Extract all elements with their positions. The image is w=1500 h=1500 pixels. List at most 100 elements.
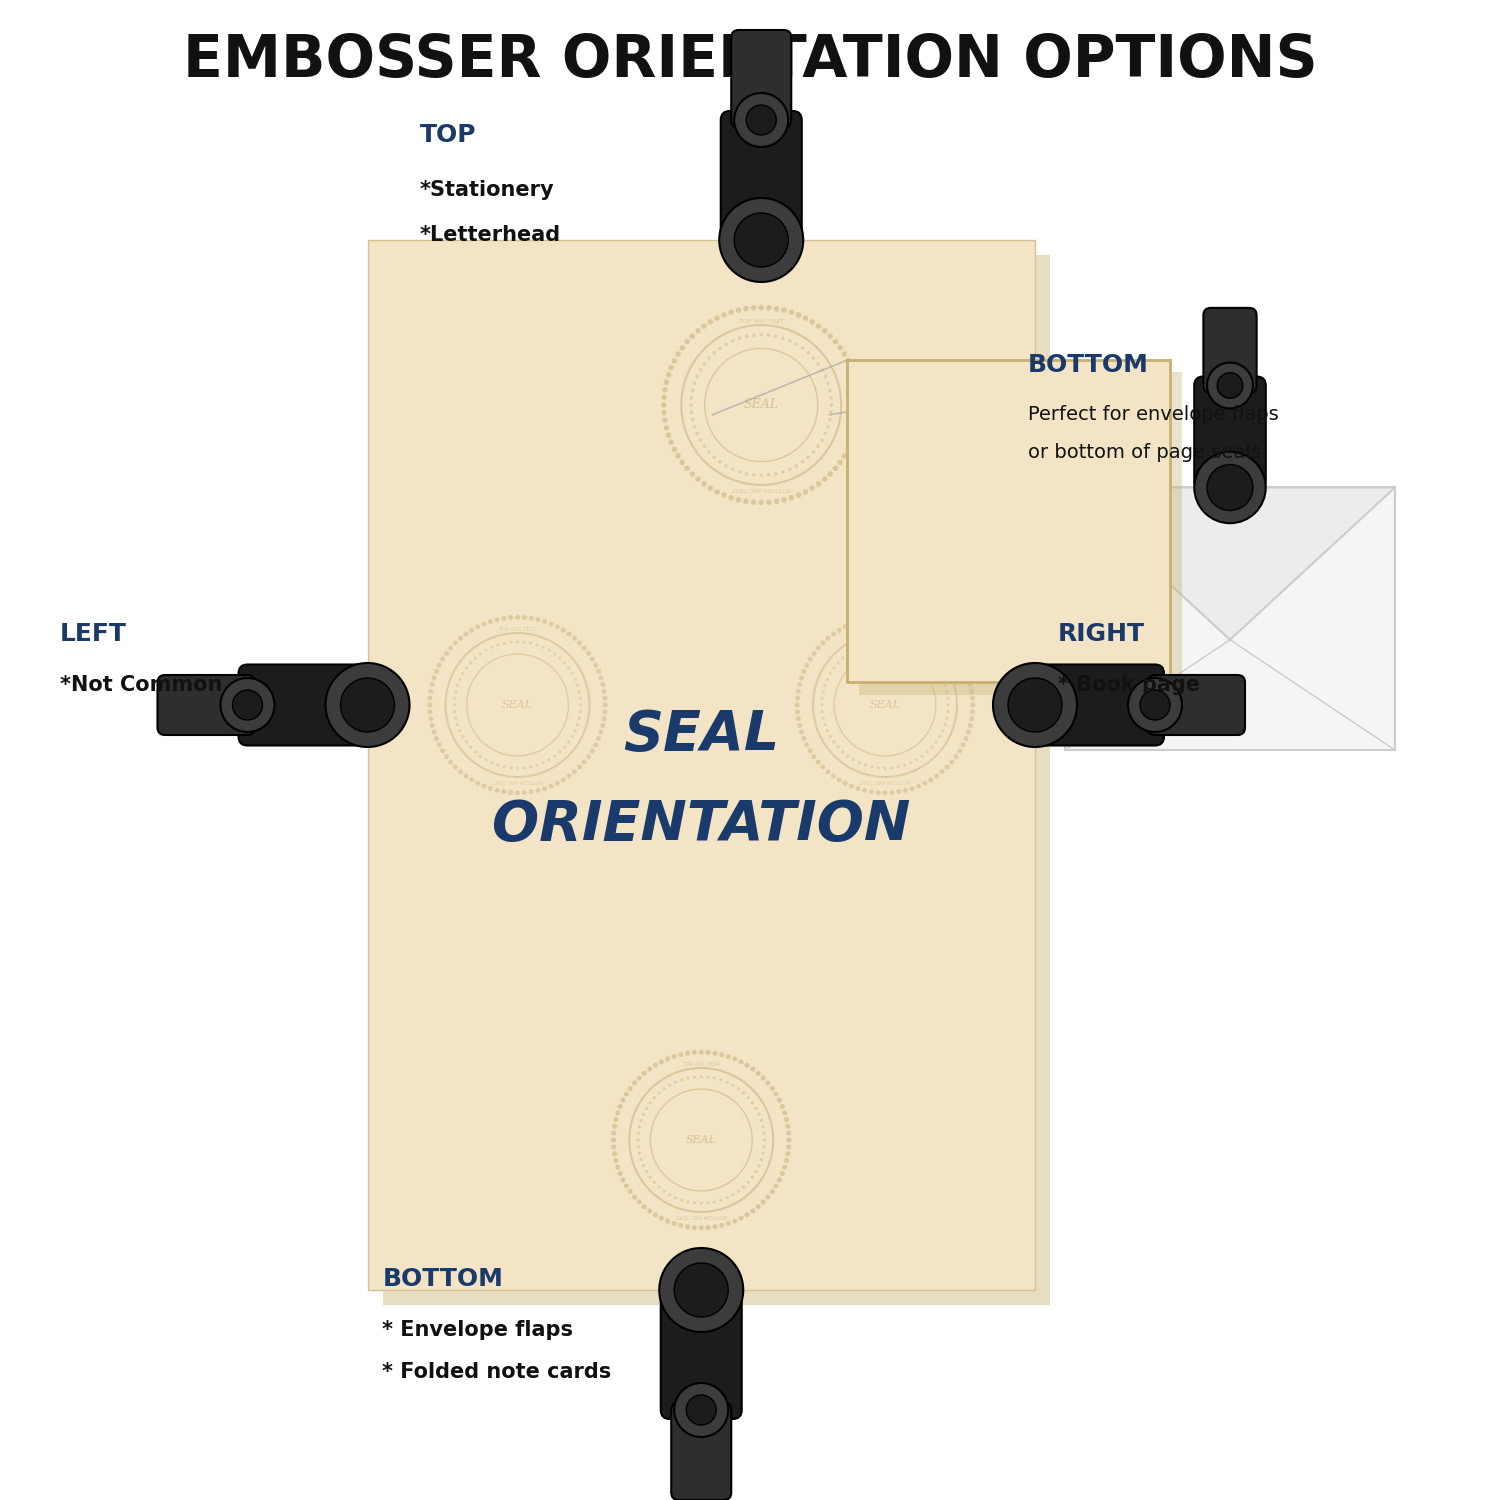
Circle shape	[878, 766, 880, 770]
Circle shape	[902, 442, 909, 450]
Circle shape	[786, 1131, 790, 1136]
Circle shape	[326, 663, 410, 747]
FancyBboxPatch shape	[1203, 308, 1257, 393]
Circle shape	[555, 624, 560, 630]
Circle shape	[1188, 579, 1190, 580]
Circle shape	[694, 477, 700, 482]
Circle shape	[666, 372, 672, 378]
Circle shape	[614, 1158, 618, 1162]
Circle shape	[1228, 514, 1232, 517]
Circle shape	[786, 1137, 792, 1143]
Circle shape	[828, 672, 833, 675]
Circle shape	[870, 642, 873, 645]
Circle shape	[536, 764, 538, 766]
Circle shape	[678, 1222, 682, 1228]
Circle shape	[1282, 592, 1286, 596]
Circle shape	[950, 645, 954, 651]
Circle shape	[1124, 470, 1130, 476]
Circle shape	[833, 339, 839, 345]
Circle shape	[1108, 442, 1116, 450]
Circle shape	[762, 1132, 765, 1136]
Circle shape	[1280, 522, 1282, 525]
Circle shape	[453, 710, 456, 712]
Circle shape	[708, 450, 711, 453]
Circle shape	[837, 777, 842, 783]
Circle shape	[652, 1096, 656, 1100]
Circle shape	[853, 424, 859, 430]
Circle shape	[957, 400, 963, 406]
Circle shape	[747, 105, 777, 135]
Circle shape	[501, 616, 506, 621]
Circle shape	[831, 774, 836, 778]
Circle shape	[427, 710, 432, 714]
Circle shape	[465, 666, 468, 669]
Circle shape	[766, 304, 771, 310]
Circle shape	[726, 1054, 730, 1059]
Circle shape	[738, 336, 741, 340]
Circle shape	[1204, 501, 1208, 504]
Circle shape	[490, 645, 494, 650]
Circle shape	[960, 598, 964, 603]
FancyBboxPatch shape	[158, 675, 255, 735]
Circle shape	[930, 662, 933, 664]
Circle shape	[1016, 390, 1023, 398]
Circle shape	[1044, 639, 1052, 646]
Circle shape	[474, 750, 477, 753]
Circle shape	[902, 592, 909, 600]
Circle shape	[1068, 450, 1072, 456]
Circle shape	[1290, 544, 1293, 548]
Circle shape	[674, 1080, 676, 1084]
Circle shape	[603, 710, 608, 714]
Circle shape	[705, 1050, 711, 1054]
Circle shape	[855, 394, 861, 400]
Circle shape	[1214, 621, 1216, 624]
Circle shape	[1210, 519, 1212, 520]
Circle shape	[722, 492, 726, 498]
Circle shape	[724, 464, 728, 468]
Circle shape	[934, 666, 938, 669]
Circle shape	[928, 777, 933, 783]
Circle shape	[759, 333, 764, 336]
Circle shape	[220, 678, 274, 732]
Circle shape	[822, 690, 825, 693]
Circle shape	[1094, 490, 1098, 495]
Circle shape	[736, 1190, 740, 1192]
Text: BOTTOM: BOTTOM	[1028, 352, 1149, 376]
Circle shape	[672, 358, 676, 363]
Circle shape	[662, 417, 668, 423]
Circle shape	[618, 1104, 622, 1108]
Circle shape	[1258, 526, 1262, 528]
Circle shape	[668, 1192, 670, 1197]
FancyBboxPatch shape	[672, 1402, 732, 1500]
Circle shape	[536, 644, 538, 646]
Circle shape	[752, 472, 756, 477]
Circle shape	[1263, 530, 1264, 532]
Circle shape	[592, 742, 598, 747]
Circle shape	[966, 675, 970, 681]
Circle shape	[1098, 510, 1102, 515]
Circle shape	[1074, 580, 1080, 585]
Circle shape	[501, 789, 506, 794]
Circle shape	[789, 309, 794, 315]
Circle shape	[926, 657, 928, 660]
Circle shape	[837, 459, 843, 465]
Circle shape	[952, 444, 957, 450]
Circle shape	[460, 672, 465, 675]
Circle shape	[1196, 590, 1197, 592]
Circle shape	[882, 615, 888, 620]
Circle shape	[578, 717, 580, 720]
Circle shape	[868, 616, 873, 621]
Circle shape	[642, 1204, 646, 1209]
Circle shape	[1166, 549, 1170, 554]
Circle shape	[1209, 620, 1212, 622]
Circle shape	[742, 1092, 746, 1095]
Circle shape	[440, 657, 446, 662]
Circle shape	[699, 1202, 703, 1204]
Circle shape	[807, 456, 810, 459]
Circle shape	[1192, 586, 1194, 590]
Circle shape	[672, 1221, 676, 1226]
Circle shape	[464, 774, 468, 778]
Circle shape	[825, 729, 830, 732]
Circle shape	[1274, 514, 1276, 517]
Circle shape	[1262, 506, 1264, 509]
